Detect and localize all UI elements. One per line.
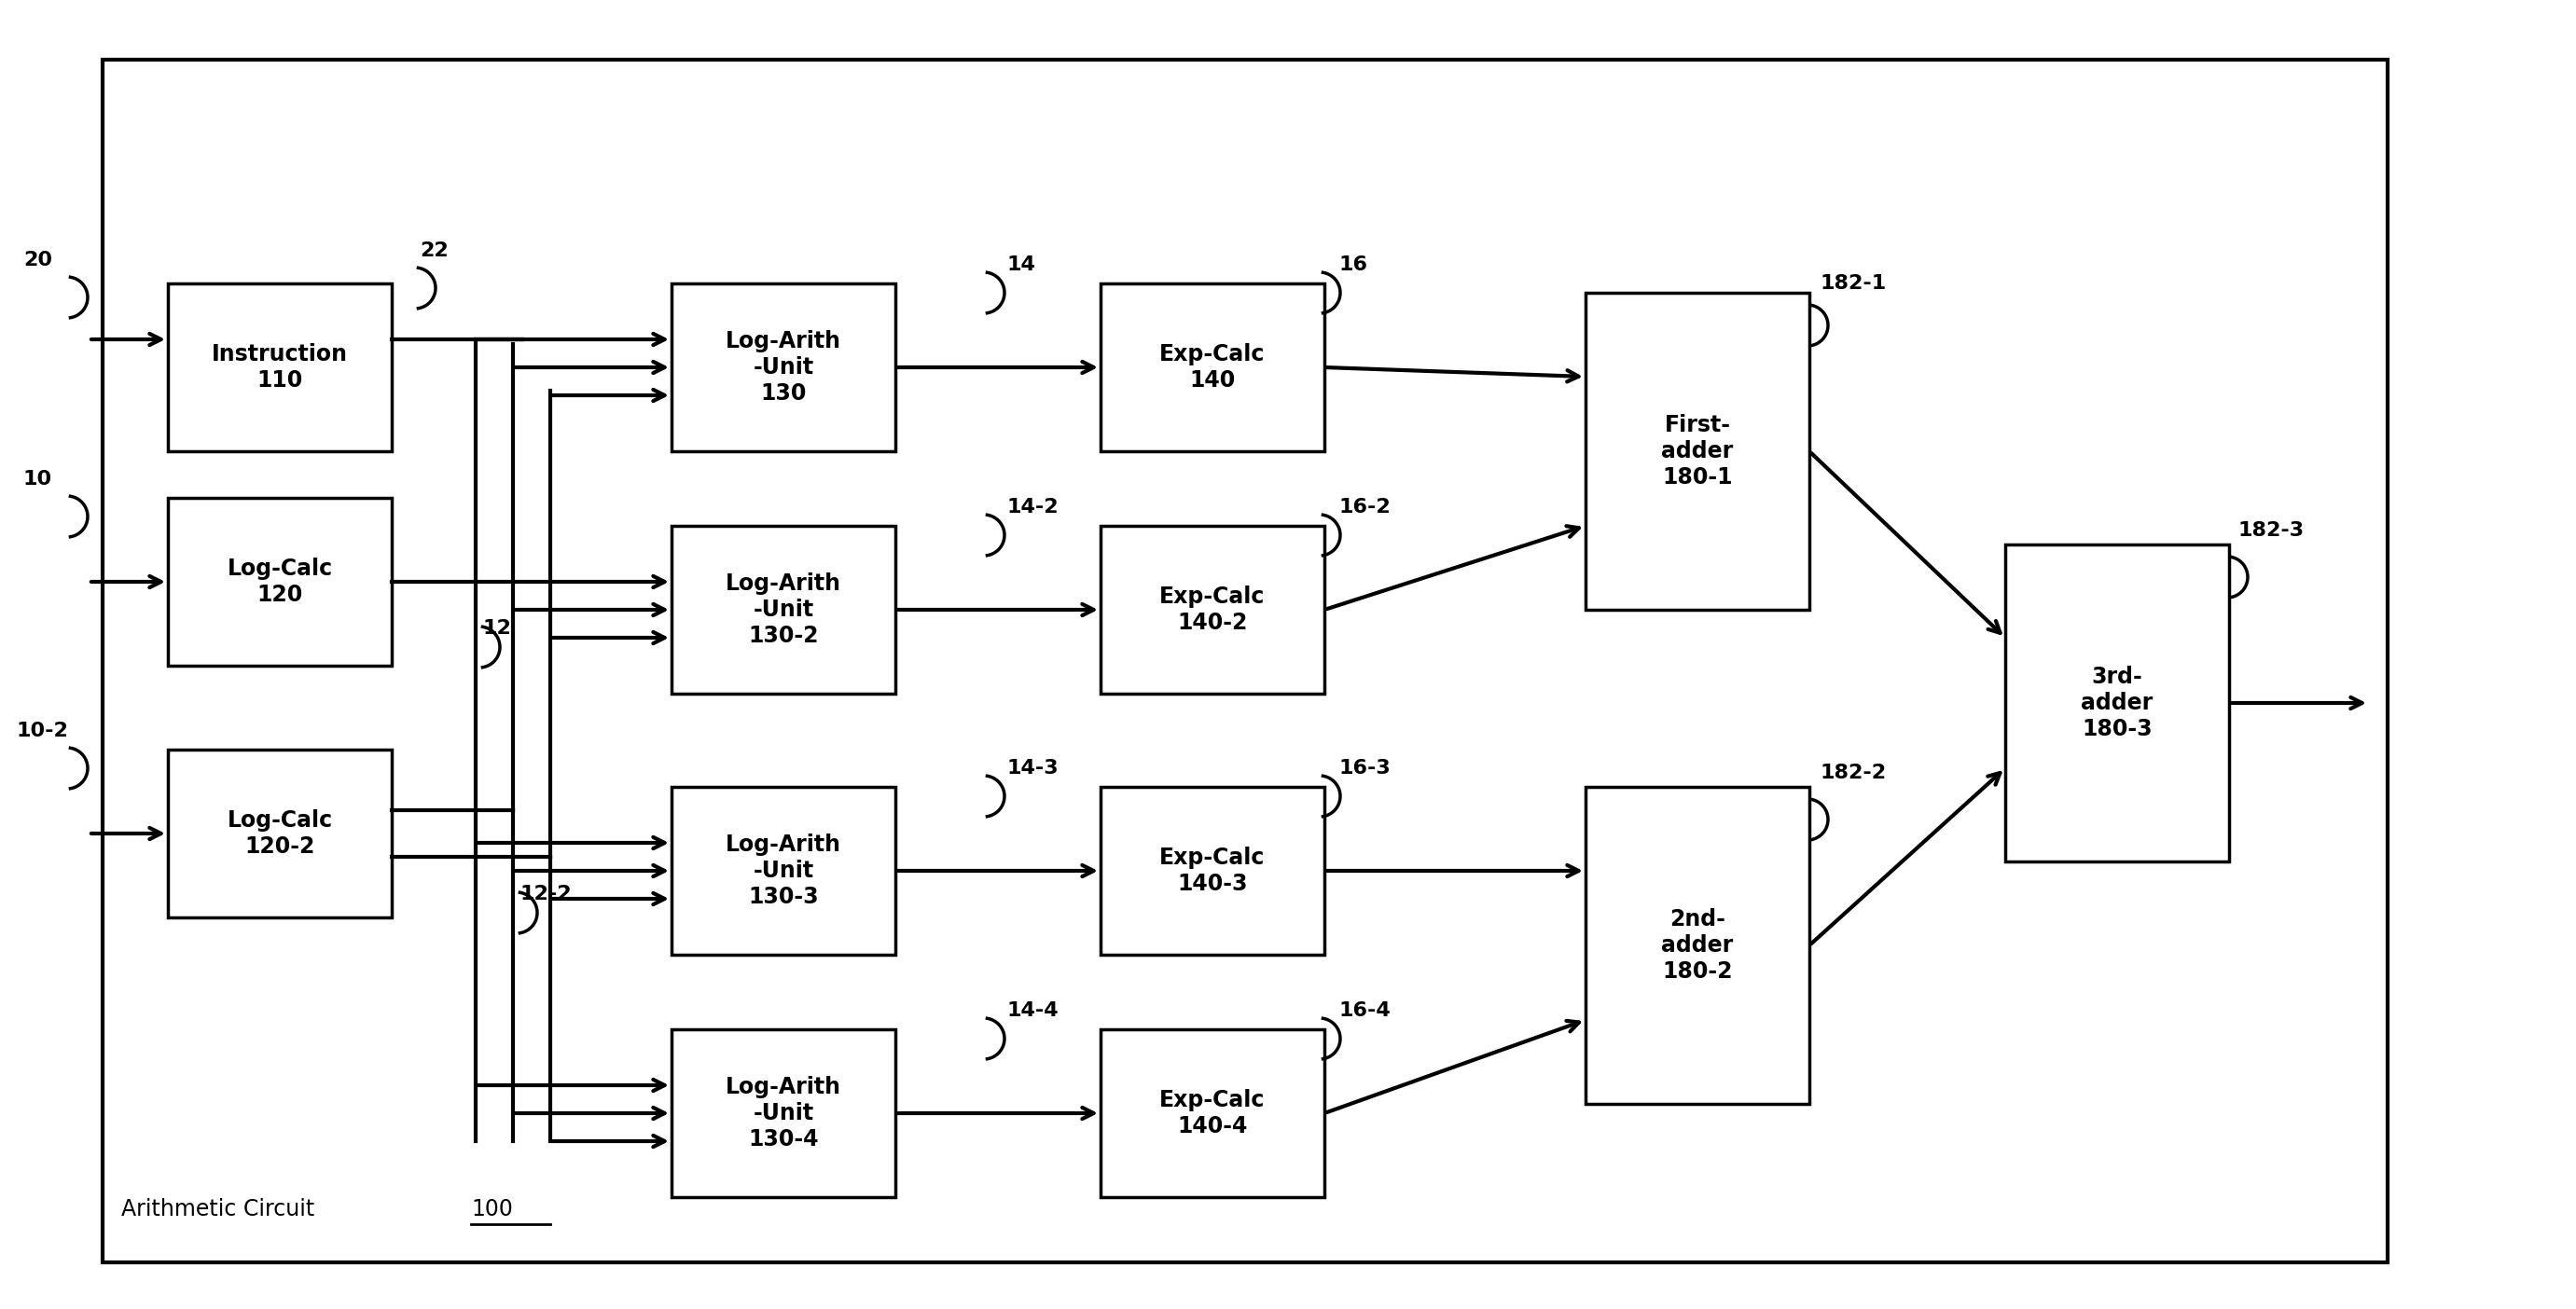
Text: 12-2: 12-2 [520,885,572,903]
Text: Log-Calc
120-2: Log-Calc 120-2 [227,809,332,857]
Text: Arithmetic Circuit: Arithmetic Circuit [121,1198,322,1220]
Text: Log-Arith
-Unit
130: Log-Arith -Unit 130 [726,330,842,404]
FancyBboxPatch shape [672,526,896,694]
Text: 14-4: 14-4 [1007,1001,1059,1020]
Text: 10: 10 [23,470,52,488]
FancyBboxPatch shape [167,497,392,666]
Text: 22: 22 [420,241,448,260]
Text: Log-Arith
-Unit
130-4: Log-Arith -Unit 130-4 [726,1076,842,1151]
Text: 3rd-
adder
180-3: 3rd- adder 180-3 [2081,666,2154,740]
FancyBboxPatch shape [1584,787,1808,1103]
Text: First-
adder
180-1: First- adder 180-1 [1662,414,1734,488]
Text: Exp-Calc
140-3: Exp-Calc 140-3 [1159,847,1265,895]
FancyBboxPatch shape [103,60,2388,1262]
FancyBboxPatch shape [1100,284,1324,452]
FancyBboxPatch shape [672,1029,896,1198]
Text: Exp-Calc
140-4: Exp-Calc 140-4 [1159,1089,1265,1138]
Text: Log-Calc
120: Log-Calc 120 [227,558,332,606]
FancyBboxPatch shape [672,284,896,452]
FancyBboxPatch shape [1100,787,1324,954]
Text: Log-Arith
-Unit
130-2: Log-Arith -Unit 130-2 [726,572,842,647]
Text: 10-2: 10-2 [18,721,70,741]
Text: 16: 16 [1340,255,1368,274]
FancyBboxPatch shape [2004,545,2228,861]
Text: 20: 20 [23,251,52,270]
FancyBboxPatch shape [167,750,392,918]
Text: Exp-Calc
140-2: Exp-Calc 140-2 [1159,585,1265,634]
FancyBboxPatch shape [1584,293,1808,610]
Text: 16-3: 16-3 [1340,759,1391,778]
Text: 100: 100 [471,1198,513,1220]
Text: 14-2: 14-2 [1007,497,1059,517]
Text: 2nd-
adder
180-2: 2nd- adder 180-2 [1662,908,1734,983]
FancyBboxPatch shape [167,284,392,452]
Text: 14: 14 [1007,255,1036,274]
Text: 182-2: 182-2 [1821,763,1886,783]
FancyBboxPatch shape [672,787,896,954]
Text: Log-Arith
-Unit
130-3: Log-Arith -Unit 130-3 [726,834,842,908]
Text: 16-2: 16-2 [1340,497,1391,517]
Text: 12: 12 [484,619,513,637]
Text: 14-3: 14-3 [1007,759,1059,778]
Text: Exp-Calc
140: Exp-Calc 140 [1159,343,1265,391]
FancyBboxPatch shape [1100,1029,1324,1198]
Text: 182-1: 182-1 [1821,274,1888,293]
Text: 16-4: 16-4 [1340,1001,1391,1020]
Text: 182-3: 182-3 [2239,521,2306,539]
FancyBboxPatch shape [1100,526,1324,694]
Text: Instruction
110: Instruction 110 [211,343,348,391]
